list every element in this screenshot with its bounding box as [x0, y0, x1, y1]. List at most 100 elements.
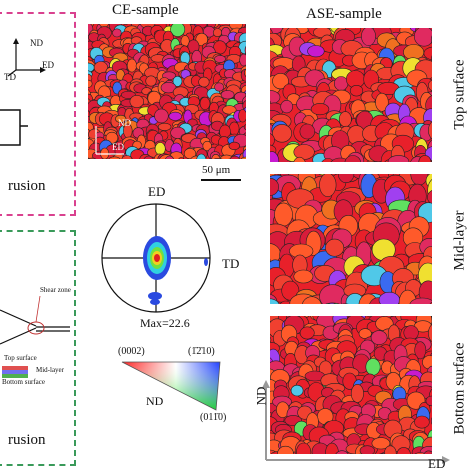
- bottom-surface-small-label: Bottom surface: [2, 378, 45, 386]
- grain: [349, 84, 364, 97]
- grain: [431, 55, 432, 63]
- extrusion-axes-diagram: [7, 38, 46, 77]
- grain: [229, 121, 240, 136]
- ipf-bottom-label: (011̄0): [200, 412, 227, 423]
- grain: [325, 238, 345, 257]
- grain: [143, 155, 154, 159]
- grain: [293, 144, 315, 160]
- ce-ebsd-map: [88, 24, 246, 159]
- grain: [270, 336, 272, 344]
- grain: [272, 124, 292, 143]
- grain: [88, 79, 93, 88]
- grain: [361, 28, 376, 46]
- grain: [371, 437, 391, 450]
- ipf-color-triangle: [121, 361, 221, 411]
- grain: [228, 141, 241, 150]
- grain: [307, 45, 325, 58]
- grain: [112, 28, 122, 38]
- grain: [335, 450, 349, 454]
- ase-nd-label: ND: [253, 386, 269, 406]
- grain: [270, 298, 280, 304]
- grain: [108, 156, 121, 159]
- top-surface-small-label: Top surface: [4, 354, 37, 362]
- ase-sample-title: ASE-sample: [306, 6, 382, 22]
- grain: [145, 75, 157, 87]
- ce-sample-title: CE-sample: [112, 2, 179, 18]
- grain: [290, 384, 304, 397]
- ce-nd-label: ND: [118, 118, 131, 128]
- grain: [172, 75, 183, 87]
- scale-bar-label: 50 μm: [202, 164, 231, 176]
- grain: [195, 32, 208, 47]
- grain: [154, 142, 166, 156]
- grain: [430, 417, 432, 425]
- grain: [280, 99, 294, 114]
- left-top-td-label: TD: [4, 72, 16, 82]
- mid-layer-small-label: Mid-layer: [36, 366, 64, 374]
- grain: [299, 123, 315, 140]
- grain: [164, 155, 175, 159]
- grain: [244, 45, 246, 56]
- grain: [387, 155, 410, 162]
- grain: [310, 103, 330, 116]
- pole-figure: [101, 203, 211, 313]
- grain: [425, 395, 432, 407]
- grain: [429, 301, 432, 304]
- grain: [222, 105, 237, 115]
- grain: [199, 96, 211, 110]
- grain: [277, 445, 294, 454]
- left-top-caption: rusion: [8, 178, 46, 194]
- grain: [168, 111, 183, 121]
- grain: [238, 109, 246, 123]
- grain: [88, 157, 97, 159]
- grain: [358, 328, 372, 339]
- grain: [431, 160, 432, 162]
- ipf-top-left-label: (0002): [118, 346, 145, 357]
- grain: [414, 415, 430, 429]
- shear-extrusion-schematic: [0, 295, 70, 378]
- row-label-top-surface: Top surface: [451, 59, 468, 130]
- grain: [196, 153, 207, 159]
- grain: [299, 326, 315, 340]
- grain: [202, 140, 212, 152]
- grain: [270, 178, 279, 196]
- grain: [350, 384, 364, 403]
- grain: [396, 447, 411, 454]
- left-bottom-caption: rusion: [8, 432, 46, 448]
- grain: [274, 202, 293, 227]
- grain: [240, 156, 246, 159]
- grain: [183, 148, 197, 159]
- pole-figure-td-label: TD: [222, 256, 240, 271]
- grain: [414, 452, 427, 454]
- grain: [428, 79, 432, 92]
- grain: [384, 445, 397, 454]
- left-top-panel: [0, 12, 76, 216]
- grain: [414, 28, 432, 47]
- ase-bottom-surface-map: [270, 316, 432, 454]
- grain: [214, 82, 225, 92]
- ase-axes: [262, 380, 450, 464]
- ase-ed-label: ED: [428, 456, 446, 471]
- ipf-top-right-label: (1̄2̄10): [188, 346, 215, 357]
- ce-axes-inset: [95, 126, 124, 155]
- grain: [427, 190, 432, 205]
- grain: [409, 297, 432, 304]
- grain: [213, 158, 223, 159]
- grain: [239, 53, 246, 67]
- ce-ed-label: ED: [112, 142, 124, 152]
- grain: [296, 442, 312, 454]
- grain: [243, 124, 246, 131]
- left-top-nd-label: ND: [30, 38, 43, 48]
- grain: [270, 90, 281, 105]
- ipf-nd-label: ND: [146, 394, 164, 408]
- grain: [423, 46, 432, 61]
- grain: [366, 160, 376, 162]
- grain: [242, 148, 246, 159]
- grain: [229, 155, 240, 159]
- grain: [115, 114, 127, 123]
- shear-zone-label: Shear zone: [40, 286, 71, 294]
- scale-bar: [201, 179, 241, 181]
- grain: [220, 90, 235, 100]
- ase-top-surface-map: [270, 28, 432, 162]
- grain: [157, 122, 172, 131]
